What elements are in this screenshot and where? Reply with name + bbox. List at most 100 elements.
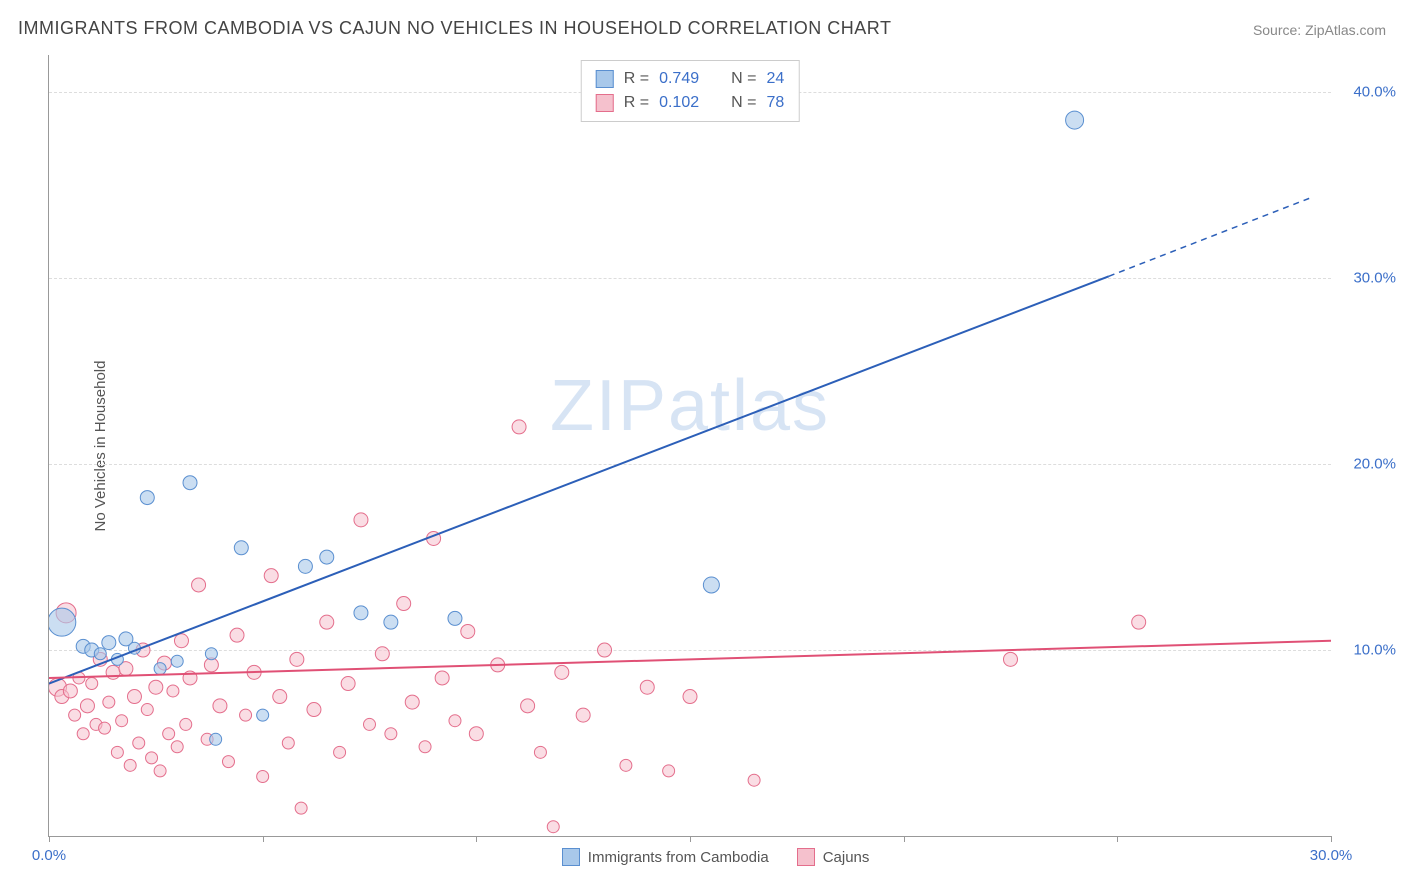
scatter-point [298,559,312,573]
x-tick-mark [904,836,905,842]
legend-swatch-blue [596,70,614,88]
scatter-point [1066,111,1084,129]
scatter-point [141,704,153,716]
scatter-point [748,774,760,786]
scatter-plot-svg [49,55,1331,836]
scatter-point [127,690,141,704]
scatter-point [174,634,188,648]
trend-line [49,641,1331,678]
legend-swatch-pink [797,848,815,866]
chart-plot-area: ZIPatlas R = 0.749 N = 24 R = 0.102 N = … [48,55,1331,837]
scatter-point [397,597,411,611]
scatter-point [154,765,166,777]
legend-stats-row-a: R = 0.749 N = 24 [596,67,785,91]
scatter-point [448,611,462,625]
scatter-point [171,655,183,667]
scatter-point [555,665,569,679]
source-name: ZipAtlas.com [1305,22,1386,38]
x-tick-mark [476,836,477,842]
y-tick-label: 10.0% [1353,642,1396,659]
trend-line [49,276,1109,683]
scatter-point [534,746,546,758]
scatter-point [354,513,368,527]
scatter-point [703,577,719,593]
scatter-point [620,759,632,771]
source-attribution: Source: ZipAtlas.com [1253,22,1386,38]
scatter-point [124,759,136,771]
scatter-point [320,550,334,564]
scatter-point [80,699,94,713]
scatter-point [640,680,654,694]
scatter-point [354,606,368,620]
scatter-point [180,718,192,730]
scatter-point [576,708,590,722]
scatter-point [461,624,475,638]
n-label: N = [731,67,756,91]
scatter-point [320,615,334,629]
scatter-point [106,665,120,679]
x-tick-mark [49,836,50,842]
scatter-point [99,722,111,734]
x-tick-mark [1331,836,1332,842]
scatter-point [334,746,346,758]
source-label: Source: [1253,22,1301,38]
scatter-point [683,690,697,704]
scatter-point [264,569,278,583]
r-label: R = [624,91,649,115]
scatter-point [94,648,106,660]
legend-item-cambodia: Immigrants from Cambodia [562,848,769,866]
scatter-point [385,728,397,740]
x-tick-mark [690,836,691,842]
scatter-point [469,727,483,741]
scatter-point [273,690,287,704]
scatter-point [547,821,559,833]
scatter-point [140,491,154,505]
legend-swatch-blue [562,848,580,866]
scatter-point [171,741,183,753]
scatter-point [103,696,115,708]
n-label: N = [731,91,756,115]
scatter-point [341,677,355,691]
scatter-point [183,476,197,490]
scatter-point [384,615,398,629]
scatter-point [116,715,128,727]
legend-label: Cajuns [823,849,870,866]
scatter-point [240,709,252,721]
scatter-point [290,652,304,666]
legend-stats: R = 0.749 N = 24 R = 0.102 N = 78 [581,60,800,122]
scatter-point [364,718,376,730]
scatter-point [63,684,77,698]
scatter-point [205,648,217,660]
r-value: 0.102 [659,91,699,115]
r-label: R = [624,67,649,91]
chart-title: IMMIGRANTS FROM CAMBODIA VS CAJUN NO VEH… [18,18,891,39]
scatter-point [149,680,163,694]
scatter-point [1004,652,1018,666]
r-value: 0.749 [659,67,699,91]
scatter-point [282,737,294,749]
legend-swatch-pink [596,94,614,112]
scatter-point [167,685,179,697]
scatter-point [307,703,321,717]
n-value: 24 [766,67,784,91]
scatter-point [86,678,98,690]
scatter-point [192,578,206,592]
legend-item-cajuns: Cajuns [797,848,870,866]
scatter-point [111,746,123,758]
scatter-point [257,709,269,721]
scatter-point [133,737,145,749]
scatter-point [598,643,612,657]
scatter-point [295,802,307,814]
scatter-point [375,647,389,661]
scatter-point [49,608,76,636]
scatter-point [154,663,166,675]
scatter-point [1132,615,1146,629]
x-tick-mark [1117,836,1118,842]
scatter-point [163,728,175,740]
y-tick-label: 40.0% [1353,84,1396,101]
scatter-point [663,765,675,777]
x-tick-mark [263,836,264,842]
x-tick-label: 0.0% [32,847,66,864]
legend-stats-row-b: R = 0.102 N = 78 [596,91,785,115]
y-tick-label: 20.0% [1353,456,1396,473]
